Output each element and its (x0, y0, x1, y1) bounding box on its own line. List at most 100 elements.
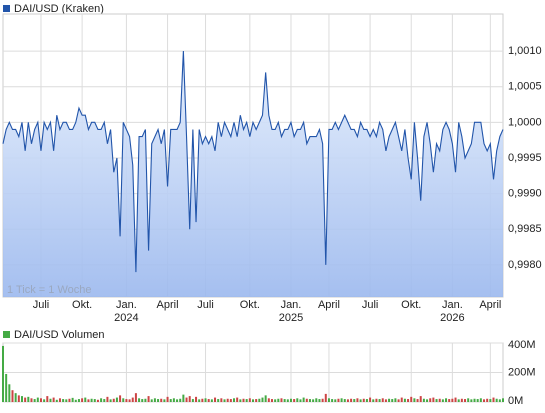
volume-bar (147, 396, 150, 402)
volume-bar (176, 399, 179, 402)
x-tick-label: Jan. (116, 299, 137, 311)
volume-bar (33, 399, 36, 402)
volume-bar (49, 398, 52, 402)
volume-bar (308, 399, 311, 402)
volume-bar (55, 399, 58, 402)
volume-bar (410, 396, 413, 402)
volume-bar (419, 396, 422, 402)
x-tick-label: Okt. (72, 299, 92, 311)
volume-bar (381, 398, 384, 402)
volume-bar (248, 398, 251, 402)
volume-bar (413, 398, 416, 402)
volume-bar (2, 345, 4, 402)
volume-bar (378, 399, 381, 402)
x-year-label: 2026 (440, 312, 464, 324)
volume-bar (46, 396, 49, 402)
x-year-label: 2024 (114, 312, 138, 324)
volume-bar (125, 399, 128, 402)
volume-bar (128, 399, 131, 402)
volume-bar (81, 398, 84, 402)
volume-bar (283, 399, 286, 402)
volume-bar (5, 373, 8, 402)
volume-bar (302, 397, 305, 402)
volume-bar (369, 397, 372, 402)
volume-bar (141, 399, 144, 402)
volume-bar (30, 398, 33, 402)
volume-bar (346, 399, 349, 402)
volume-bar (204, 398, 207, 402)
volume-bar (71, 397, 74, 402)
volume-bar (270, 399, 273, 402)
volume-bar (229, 399, 232, 402)
volume-bar (324, 393, 327, 402)
volume-bar (451, 398, 454, 402)
volume-bar (391, 399, 394, 402)
volume-bar (87, 399, 90, 402)
volume-bar (416, 399, 419, 402)
volume-bar (403, 398, 406, 402)
volume-bar (220, 398, 223, 402)
volume-bar (131, 397, 134, 402)
volume-bar (432, 397, 435, 402)
volume-bar (223, 399, 226, 402)
volume-bar (252, 399, 254, 402)
volume-bar (375, 398, 378, 402)
volume-bar (115, 397, 118, 402)
volume-bar (495, 398, 498, 402)
x-tick-label: Jan. (281, 299, 302, 311)
volume-bar (362, 398, 365, 402)
volume-bar (236, 397, 239, 402)
volume-bar (448, 399, 451, 402)
volume-bar (438, 398, 441, 402)
volume-bar (153, 398, 156, 402)
x-tick-label: Okt. (401, 299, 421, 311)
volume-bar (359, 399, 362, 402)
volume-bar (327, 398, 330, 402)
volume-bar (36, 397, 39, 402)
volume-bar (258, 398, 261, 402)
volume-bar (286, 399, 289, 402)
y-tick-label: 200M (508, 366, 536, 378)
volume-bar (11, 390, 14, 402)
volume-bar (353, 399, 356, 402)
x-year-label: 2025 (279, 312, 303, 324)
x-tick-label: Okt. (240, 299, 260, 311)
y-tick-label: 1,0005 (508, 81, 542, 93)
volume-bar (470, 399, 473, 402)
volume-bar (489, 399, 492, 402)
volume-bar (90, 398, 93, 402)
volume-bar (185, 397, 188, 402)
volume-bar (441, 399, 444, 402)
volume-bar (17, 395, 20, 402)
volume-bar (134, 393, 137, 402)
volume-bar (100, 398, 103, 402)
y-tick-label: 0,9980 (508, 259, 542, 271)
volume-bar (435, 399, 438, 402)
volume-bar (460, 398, 463, 402)
volume-bar (299, 399, 302, 402)
volume-bar (388, 398, 391, 402)
x-tick-label: Jan. (442, 299, 463, 311)
volume-bar (365, 399, 368, 402)
volume-bar (226, 398, 229, 402)
volume-bar (492, 397, 495, 402)
y-tick-label: 400M (508, 339, 536, 351)
volume-bar (312, 399, 315, 402)
volume-bar (119, 395, 122, 402)
x-tick-label: April (318, 299, 340, 311)
volume-bar (334, 399, 337, 402)
volume-bar (293, 399, 296, 402)
volume-bar (103, 399, 106, 402)
volume-bar (479, 398, 482, 402)
legend-label: DAI/USD (Kraken) (14, 3, 104, 15)
volume-bar (277, 398, 280, 402)
price-line (2, 51, 504, 273)
volume-bar (255, 399, 258, 402)
x-tick-label: Juli (362, 299, 379, 311)
volume-bar (407, 399, 410, 402)
volume-bar (356, 398, 359, 402)
volume-bar (24, 397, 27, 402)
volume-bar (486, 398, 489, 402)
volume-bar (264, 395, 267, 402)
